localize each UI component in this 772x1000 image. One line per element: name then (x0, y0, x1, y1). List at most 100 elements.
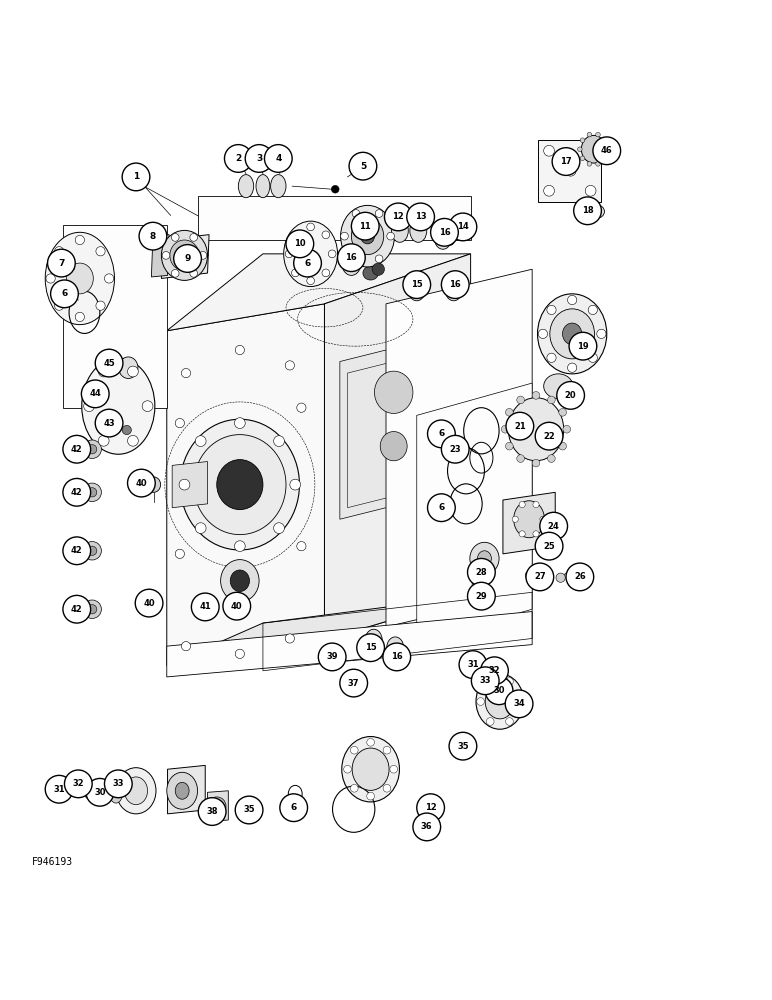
Circle shape (428, 420, 455, 448)
Text: 13: 13 (415, 212, 426, 221)
Circle shape (171, 234, 179, 241)
Circle shape (445, 236, 455, 245)
Circle shape (486, 677, 513, 705)
Text: 45: 45 (103, 359, 115, 368)
Circle shape (208, 797, 226, 815)
Circle shape (574, 197, 601, 225)
Circle shape (96, 301, 105, 310)
Circle shape (506, 718, 513, 725)
Circle shape (603, 138, 608, 142)
Circle shape (296, 403, 306, 412)
Text: 34: 34 (513, 699, 525, 708)
Circle shape (556, 573, 565, 582)
Circle shape (286, 230, 313, 258)
Circle shape (340, 669, 367, 697)
Ellipse shape (587, 205, 604, 218)
Circle shape (190, 234, 198, 241)
Circle shape (383, 746, 391, 754)
Circle shape (543, 185, 554, 196)
Circle shape (51, 280, 78, 308)
Ellipse shape (340, 205, 394, 267)
Text: 26: 26 (574, 572, 586, 581)
Polygon shape (151, 235, 169, 277)
Circle shape (431, 218, 459, 246)
Circle shape (449, 213, 477, 241)
Ellipse shape (550, 309, 594, 359)
Polygon shape (167, 304, 324, 665)
Ellipse shape (470, 542, 499, 575)
Circle shape (162, 252, 170, 259)
Text: 2: 2 (235, 154, 242, 163)
Circle shape (306, 223, 314, 231)
Ellipse shape (381, 432, 407, 461)
Text: 28: 28 (476, 568, 487, 577)
Text: 31: 31 (467, 660, 479, 669)
Circle shape (407, 203, 435, 231)
Circle shape (181, 368, 191, 378)
Polygon shape (168, 765, 205, 814)
Circle shape (384, 203, 412, 231)
Circle shape (95, 409, 123, 437)
Text: 10: 10 (294, 239, 306, 248)
Circle shape (367, 738, 374, 746)
Circle shape (519, 501, 525, 508)
Ellipse shape (230, 595, 244, 610)
Ellipse shape (82, 358, 155, 454)
Ellipse shape (543, 374, 573, 398)
Circle shape (139, 222, 167, 250)
Text: 16: 16 (346, 253, 357, 262)
Polygon shape (172, 462, 208, 508)
Circle shape (597, 329, 606, 338)
Circle shape (466, 664, 480, 678)
Circle shape (235, 345, 245, 355)
Circle shape (532, 392, 540, 399)
Polygon shape (63, 225, 167, 408)
Circle shape (481, 657, 508, 685)
Circle shape (357, 634, 384, 662)
Circle shape (96, 247, 105, 256)
Circle shape (190, 270, 198, 277)
Text: 5: 5 (360, 162, 366, 171)
Circle shape (306, 277, 314, 285)
Circle shape (567, 295, 577, 305)
Circle shape (81, 380, 109, 408)
Text: 33: 33 (479, 676, 491, 685)
Circle shape (55, 247, 64, 256)
Circle shape (293, 249, 321, 277)
Text: 6: 6 (438, 429, 445, 438)
Ellipse shape (472, 668, 489, 689)
Circle shape (98, 435, 109, 446)
Text: 6: 6 (290, 803, 296, 812)
Circle shape (569, 332, 597, 360)
Circle shape (235, 649, 245, 658)
Circle shape (413, 813, 441, 841)
Text: 29: 29 (476, 592, 487, 601)
Text: 6: 6 (304, 259, 310, 268)
Circle shape (588, 353, 598, 362)
Circle shape (512, 516, 518, 522)
Ellipse shape (508, 398, 564, 461)
Ellipse shape (408, 279, 425, 301)
Text: 19: 19 (577, 342, 589, 351)
Circle shape (48, 249, 75, 277)
Circle shape (328, 250, 336, 258)
Ellipse shape (46, 232, 114, 325)
Ellipse shape (342, 251, 361, 275)
Circle shape (46, 274, 56, 283)
Polygon shape (167, 254, 471, 331)
Circle shape (506, 678, 513, 685)
Ellipse shape (351, 218, 384, 255)
Circle shape (63, 478, 90, 506)
Circle shape (225, 145, 252, 172)
Circle shape (292, 269, 300, 277)
Text: 40: 40 (136, 479, 147, 488)
Text: 16: 16 (391, 652, 403, 661)
Circle shape (127, 469, 155, 497)
Circle shape (417, 794, 445, 822)
Ellipse shape (194, 435, 286, 535)
Circle shape (199, 252, 207, 259)
Circle shape (171, 270, 179, 277)
Polygon shape (503, 492, 555, 554)
Circle shape (83, 401, 94, 412)
Ellipse shape (116, 768, 156, 814)
